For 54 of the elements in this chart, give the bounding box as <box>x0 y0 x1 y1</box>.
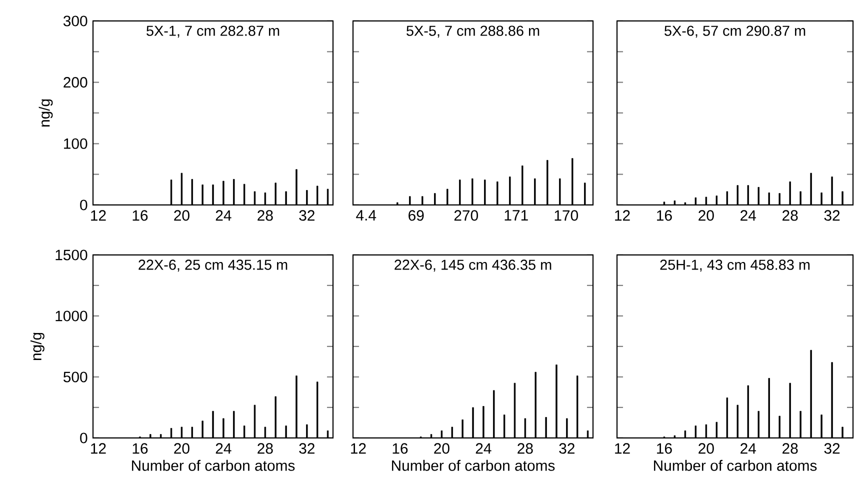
chart-title: 5X-5, 7 cm 288.86 m <box>406 26 540 38</box>
x-tick-label: 28 <box>782 210 798 221</box>
chart-title: 5X-1, 7 cm 282.87 m <box>146 26 280 38</box>
x-tick-label: 16 <box>392 443 408 454</box>
x-tick-label: 28 <box>258 210 273 221</box>
x-tick-label: 270 <box>454 210 478 221</box>
x-tick-label: 20 <box>698 443 714 454</box>
x-tick-label: 32 <box>299 443 314 454</box>
x-tick-label: 16 <box>657 443 672 454</box>
x-tick-label: 12 <box>351 443 366 454</box>
y-tick-label: 500 <box>63 372 88 382</box>
x-tick-label: 16 <box>657 210 672 221</box>
x-axis-title: Number of carbon atoms <box>132 460 295 471</box>
x-tick-label: 16 <box>132 210 148 221</box>
x-tick-label: 32 <box>299 210 314 221</box>
y-tick-label: 1000 <box>56 310 88 322</box>
x-tick-label: 24 <box>216 210 232 221</box>
x-tick-label: 16 <box>132 443 148 454</box>
x-tick-label: 12 <box>91 443 106 454</box>
x-tick-label: 170 <box>554 210 578 221</box>
chart-title: 5X-6, 57 cm 290.87 m <box>664 26 806 38</box>
x-tick-label: 32 <box>824 210 840 221</box>
x-tick-label: 12 <box>615 443 630 454</box>
x-axis-title: Number of carbon atoms <box>392 460 555 471</box>
x-tick-label: 20 <box>434 443 450 454</box>
y-tick-label: 0 <box>80 200 88 210</box>
x-tick-label: 4.4 <box>356 210 376 220</box>
x-tick-label: 69 <box>408 210 424 221</box>
x-tick-label: 12 <box>91 210 106 221</box>
x-tick-label: 20 <box>174 443 190 454</box>
x-tick-label: 32 <box>824 443 840 454</box>
y-tick-label: 0 <box>80 432 88 444</box>
y-axis-title: ng/g <box>30 332 44 360</box>
y-tick-label: 200 <box>64 77 88 88</box>
chart-title: 22X-6, 145 cm 436.35 m <box>394 260 552 272</box>
x-axis-title: Number of carbon atoms <box>654 460 817 471</box>
x-tick-label: 12 <box>615 210 630 221</box>
x-tick-label: 24 <box>476 443 492 454</box>
x-tick-label: 20 <box>174 210 190 221</box>
x-tick-label: 24 <box>740 210 756 221</box>
chart-title: 22X-6, 25 cm 435.15 m <box>138 260 288 272</box>
x-tick-label: 24 <box>216 443 232 454</box>
y-tick-label: 1500 <box>56 250 88 260</box>
x-tick-label: 28 <box>518 443 533 454</box>
x-tick-label: 32 <box>559 443 574 454</box>
x-tick-label: 28 <box>782 443 798 454</box>
chart-title: 25H-1, 43 cm 458.83 m <box>660 260 810 272</box>
x-tick-label: 20 <box>698 210 714 221</box>
x-tick-label: 28 <box>258 443 273 454</box>
y-tick-label: 100 <box>64 138 88 149</box>
y-axis-title: ng/g <box>38 99 53 127</box>
x-tick-label: 171 <box>504 210 528 220</box>
x-tick-label: 24 <box>740 443 756 454</box>
y-tick-label: 300 <box>63 16 88 26</box>
